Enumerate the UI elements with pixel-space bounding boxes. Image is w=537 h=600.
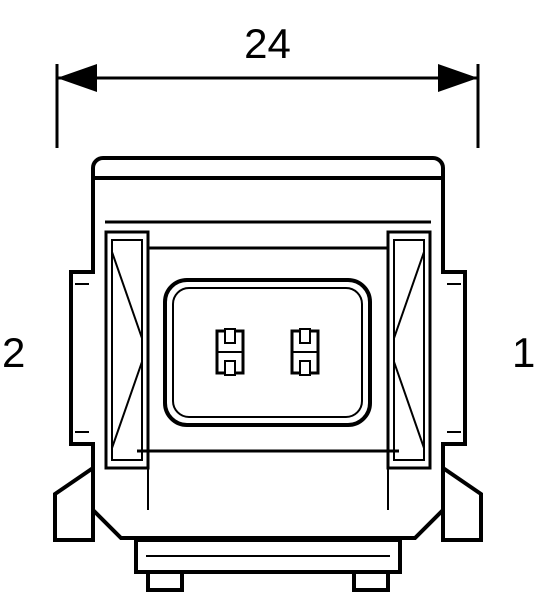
dimension-24mm: 24 [57,20,478,148]
dimension-value: 24 [244,20,291,67]
bottom-leg-1 [148,572,182,590]
pin-label-2: 2 [2,329,25,376]
connector-cavity [165,280,370,425]
terminal-2-slot-top [300,329,310,343]
connector-diagram: 24 2 1 [0,0,537,600]
terminal-1-slot-bottom [225,361,235,375]
connector-body [55,158,481,590]
side-wing-left [55,468,93,540]
dimension-arrow-left [57,64,97,92]
terminal-2-slot-bottom [300,361,310,375]
bottom-leg-2 [354,572,388,590]
terminal-1-slot-top [225,329,235,343]
pin-label-1: 1 [512,329,535,376]
dimension-arrow-right [438,64,478,92]
side-wing-right [443,468,481,540]
